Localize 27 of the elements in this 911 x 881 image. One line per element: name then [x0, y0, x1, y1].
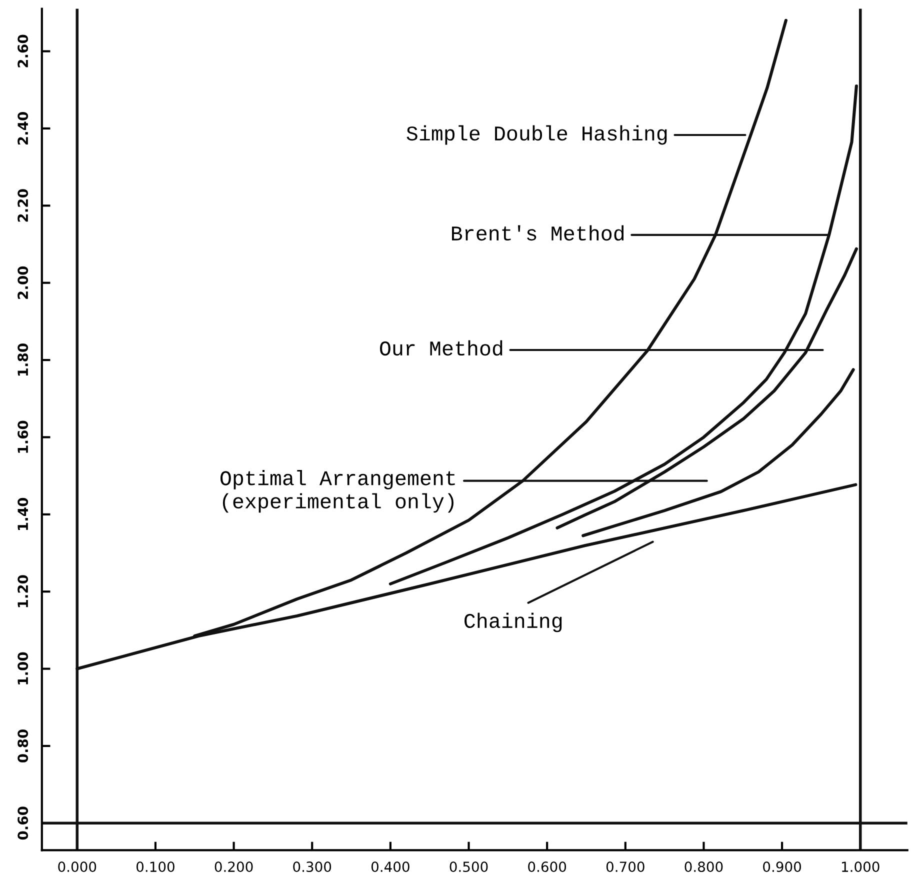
annotation: Simple Double Hashing [406, 125, 667, 145]
annotation: Our Method [380, 340, 502, 356]
y-tick-label: 2.60 [18, 34, 28, 68]
x-tick-label: 0.200 [214, 862, 253, 872]
y-tick-label: 1.80 [18, 344, 28, 376]
x-tick-label: 0.900 [763, 862, 801, 872]
y-tick-label: 2.20 [18, 189, 28, 222]
y-tick-label: 1.40 [18, 498, 28, 530]
annotation: Optimal Arrangement (experimental only) [220, 470, 455, 513]
y-tick-label: 1.00 [18, 652, 28, 684]
y-tick-label: 0.60 [18, 806, 28, 840]
y-tick-label: 1.20 [18, 575, 28, 608]
x-tick-label: 0.800 [684, 862, 723, 872]
x-tick-label: 0.000 [58, 862, 96, 872]
y-tick-label: 2.40 [18, 112, 28, 144]
y-tick-label: 0.80 [18, 729, 28, 762]
y-tick-label: 1.60 [18, 420, 28, 453]
y-tick-label: 2.00 [18, 266, 28, 299]
x-tick-label: 0.100 [136, 862, 174, 872]
annotation: Brent's Method [452, 225, 624, 241]
x-tick-label: 1.000 [842, 862, 880, 872]
x-tick-label: 0.700 [606, 862, 644, 872]
x-tick-label: 0.500 [450, 862, 488, 872]
annotation: Chaining [464, 612, 562, 632]
x-tick-label: 0.300 [293, 862, 332, 872]
x-tick-label: 0.400 [371, 862, 410, 872]
x-tick-label: 0.600 [528, 862, 566, 872]
